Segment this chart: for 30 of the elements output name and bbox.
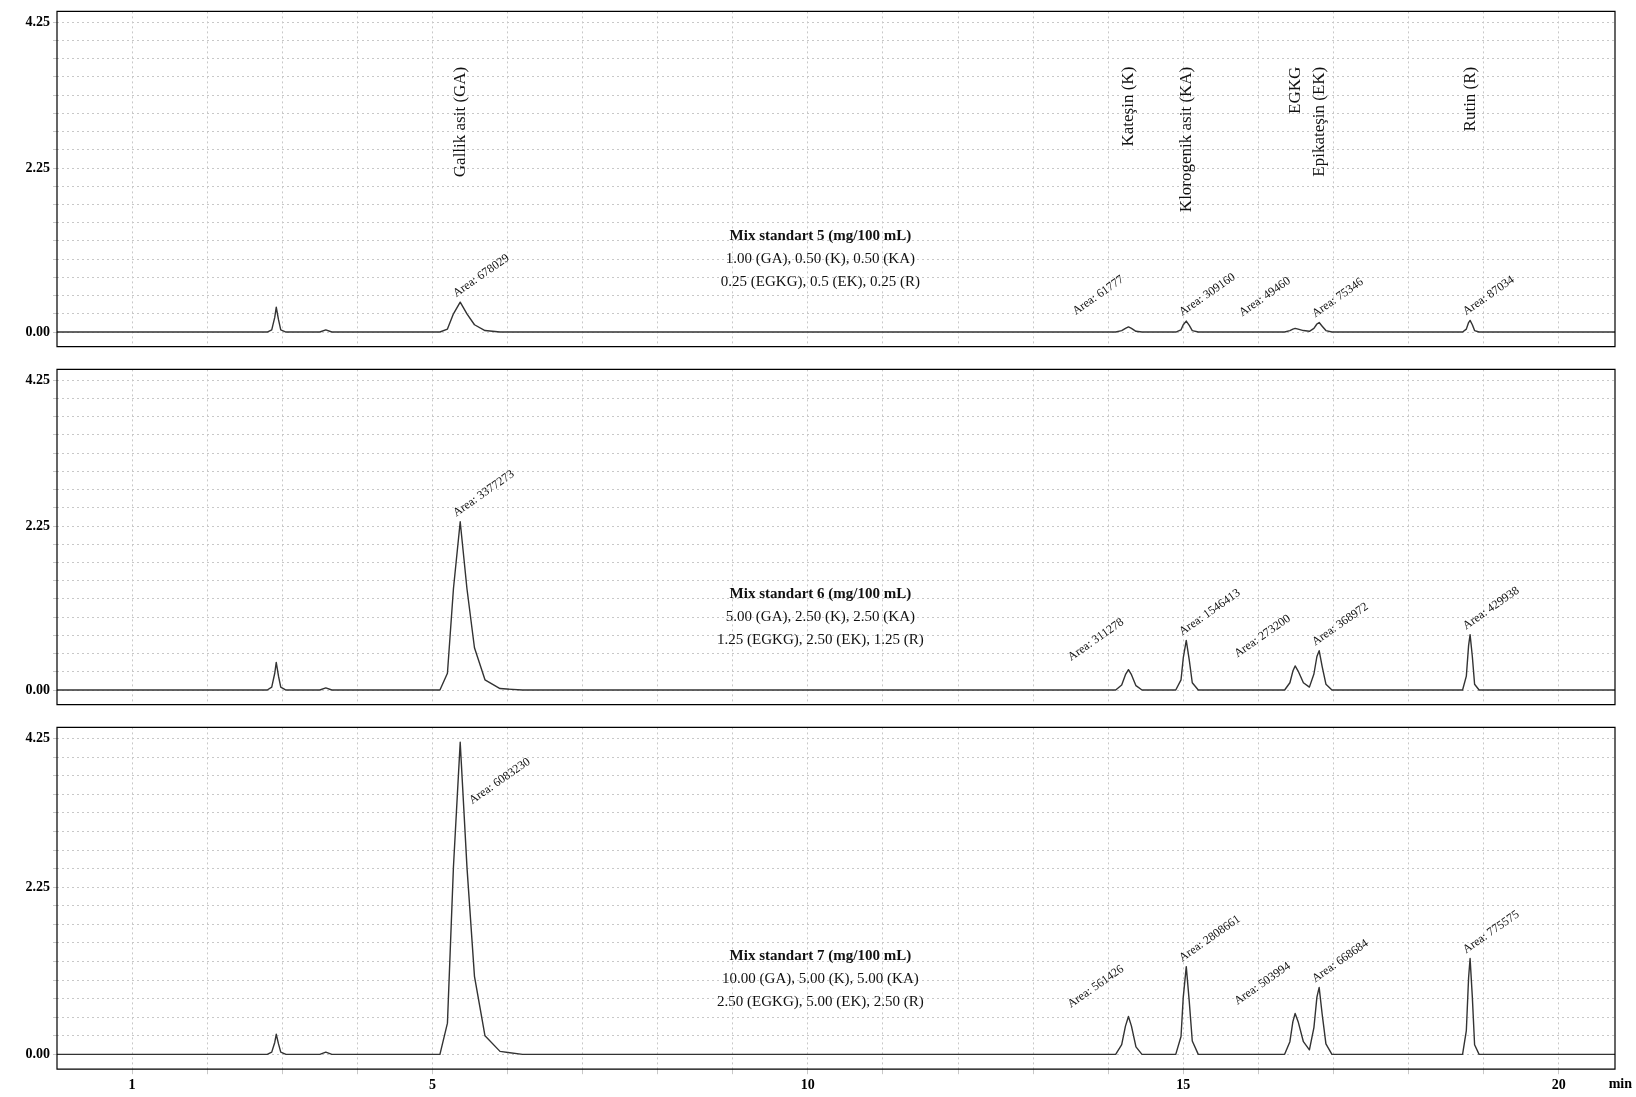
- annotation: 1.00 (GA), 0.50 (K), 0.50 (KA): [725, 249, 915, 267]
- y-tick-label: 4.25: [25, 371, 50, 387]
- annotation: Rutin (R): [1459, 66, 1479, 132]
- y-tick-label: 0.00: [25, 1045, 50, 1061]
- annotation: Mix standart 6 (mg/100 mL): [729, 584, 912, 602]
- x-tick-label: 20: [1551, 1077, 1566, 1093]
- x-tick-label: 5: [428, 1077, 436, 1093]
- annotation: 2.50 (EGKG), 5.00 (EK), 2.50 (R): [717, 993, 924, 1011]
- x-tick-label: 10: [800, 1077, 815, 1093]
- annotation: 5.00 (GA), 2.50 (K), 2.50 (KA): [725, 607, 915, 625]
- annotation: 1.25 (EGKG), 2.50 (EK), 1.25 (R): [717, 630, 924, 648]
- x-tick-label: 15: [1176, 1077, 1191, 1093]
- annotation: 0.25 (EGKG), 0.5 (EK), 0.25 (R): [720, 272, 920, 290]
- x-tick-label: 1: [128, 1077, 136, 1093]
- x-axis-title: min: [1608, 1075, 1633, 1091]
- y-tick-label: 2.25: [25, 159, 50, 175]
- annotation: Gallik asit (GA): [449, 66, 469, 178]
- annotation: Kateşin (K): [1117, 66, 1137, 147]
- annotation: Epikateşin (EK): [1308, 66, 1328, 177]
- annotation: Klorogenik asit (KA): [1175, 66, 1195, 213]
- annotation: EGKG: [1284, 66, 1304, 114]
- annotation: Mix standart 7 (mg/100 mL): [729, 947, 912, 965]
- y-tick-label: 2.25: [25, 517, 50, 533]
- y-tick-label: 0.00: [25, 681, 50, 697]
- y-tick-label: 2.25: [25, 878, 50, 894]
- annotation: 10.00 (GA), 5.00 (K), 5.00 (KA): [722, 970, 919, 988]
- y-tick-label: 4.25: [25, 730, 50, 746]
- y-tick-label: 0.00: [25, 323, 50, 339]
- annotation: Mix standart 5 (mg/100 mL): [729, 226, 912, 244]
- y-tick-label: 4.25: [25, 13, 50, 29]
